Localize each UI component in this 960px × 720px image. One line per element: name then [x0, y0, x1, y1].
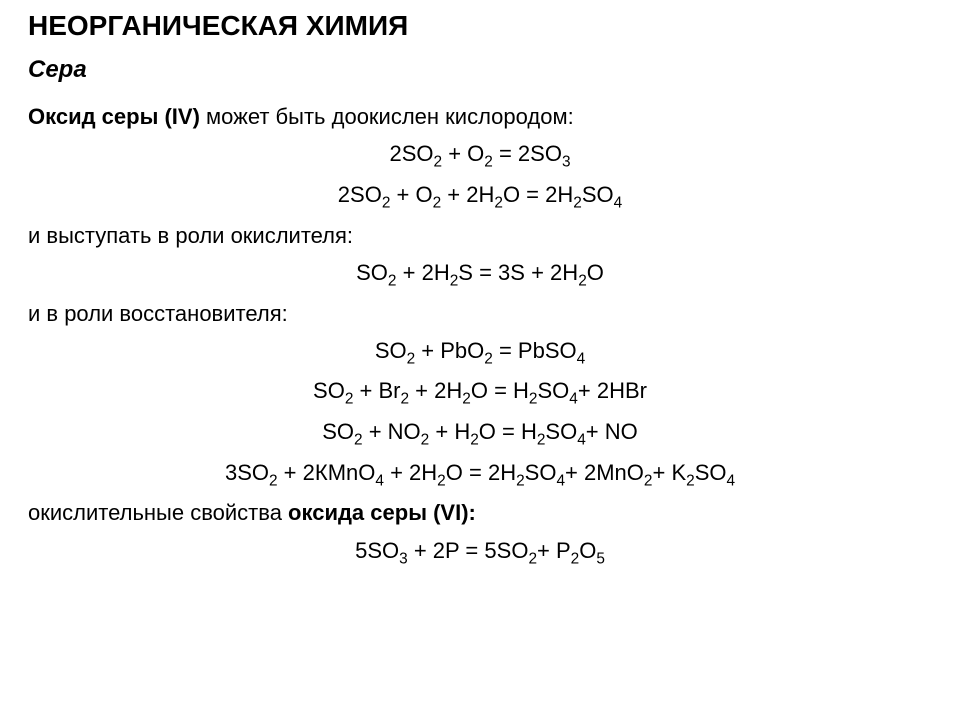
equation-1: 2SO2 + O2 = 2SO3 [28, 135, 932, 176]
equation-5: SO2 + Br2 + 2H2O = H2SO4+ 2HBr [28, 372, 932, 413]
equation-4: SO2 + PbO2 = PbSO4 [28, 332, 932, 373]
equation-6: SO2 + NO2 + H2O = H2SO4+ NO [28, 413, 932, 454]
oxidizer-line: и выступать в роли окислителя: [28, 217, 932, 254]
document-page: НЕОРГАНИЧЕСКАЯ ХИМИЯ Сера Оксид серы (IV… [0, 0, 960, 582]
oxide-vi-pre: окислительные свойства [28, 500, 288, 525]
equation-8: 5SO3 + 2P = 5SO2+ P2O5 [28, 532, 932, 573]
main-title: НЕОРГАНИЧЕСКАЯ ХИМИЯ [28, 10, 932, 42]
reducer-line: и в роли восстановителя: [28, 295, 932, 332]
intro-bold: Оксид серы (IV) [28, 104, 206, 129]
oxide-vi-bold: оксида серы (VI): [288, 500, 476, 525]
intro-rest: может быть доокислен кислородом: [206, 104, 574, 129]
equation-2: 2SO2 + O2 + 2H2O = 2H2SO4 [28, 176, 932, 217]
equation-3: SO2 + 2H2S = 3S + 2H2O [28, 254, 932, 295]
intro-line: Оксид серы (IV) может быть доокислен кис… [28, 98, 932, 135]
equation-7: 3SO2 + 2КMnO4 + 2H2O = 2H2SO4+ 2MnO2+ K2… [28, 454, 932, 495]
oxide-vi-line: окислительные свойства оксида серы (VI): [28, 494, 932, 531]
subtitle: Сера [28, 56, 932, 84]
